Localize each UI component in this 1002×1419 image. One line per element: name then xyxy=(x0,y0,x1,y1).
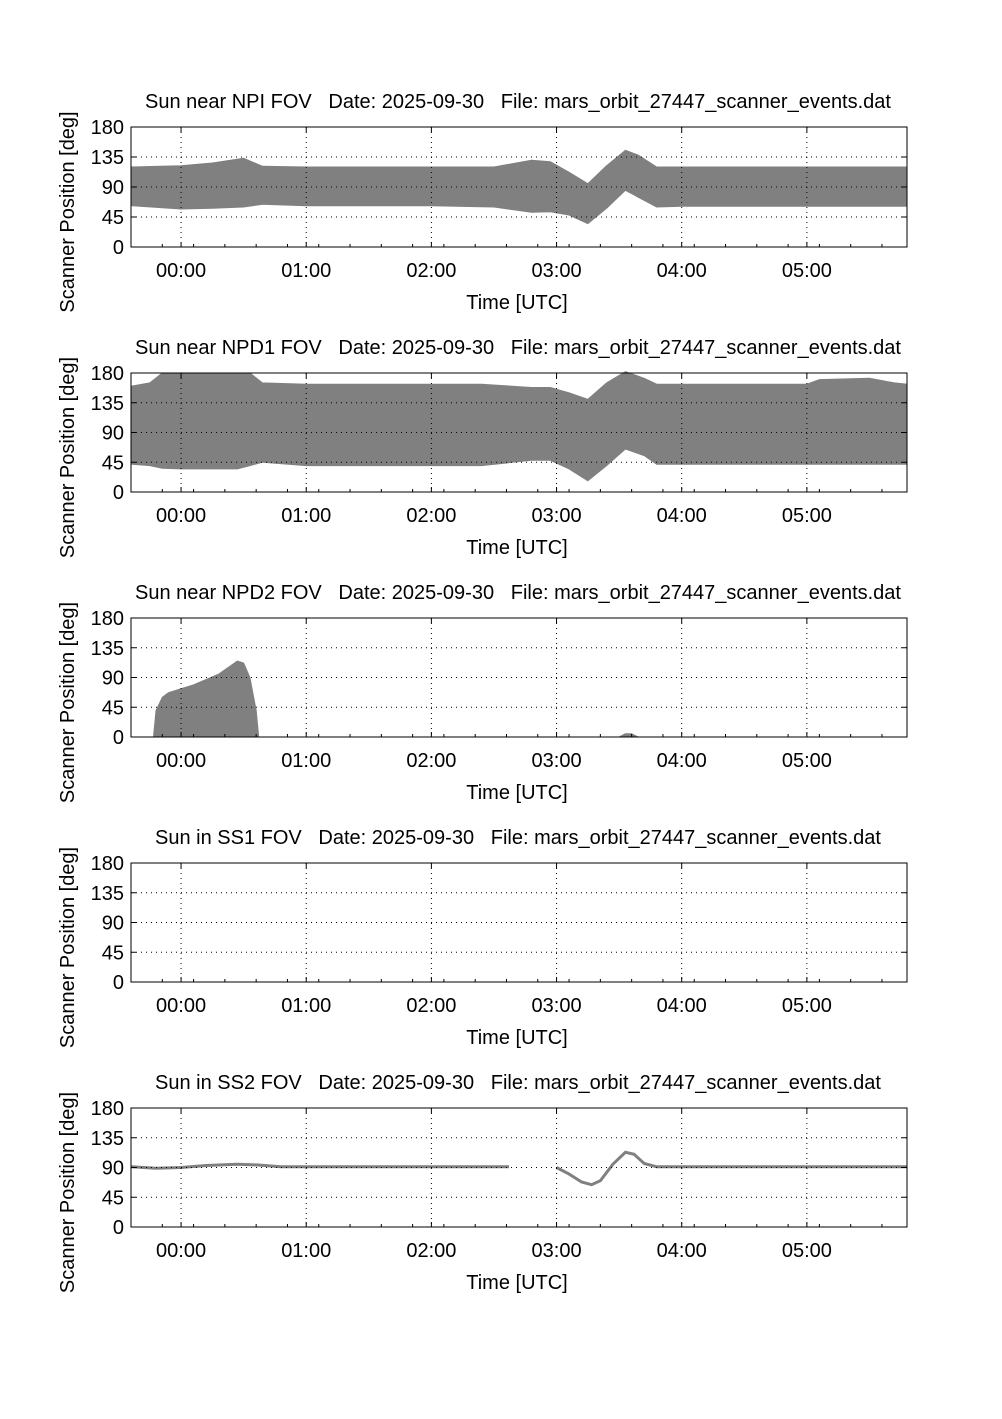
chart-title: Sun near NPD2 FOV Date: 2025-09-30 File:… xyxy=(135,582,901,604)
y-tick-label: 0 xyxy=(113,237,124,259)
x-tick-label: 03:00 xyxy=(532,260,582,282)
x-tick-label: 01:00 xyxy=(281,260,331,282)
y-tick-label: 90 xyxy=(102,423,124,445)
x-tick-label: 04:00 xyxy=(657,995,707,1017)
chart-title: Sun in SS2 FOV Date: 2025-09-30 File: ma… xyxy=(155,1072,881,1094)
y-tick-label: 0 xyxy=(113,1217,124,1239)
y-tick-label: 0 xyxy=(113,727,124,749)
x-tick-label: 05:00 xyxy=(782,750,832,772)
scanner-line-series-2 xyxy=(555,1150,907,1187)
y-axis-label: Scanner Position [deg] xyxy=(57,111,79,312)
x-tick-label: 03:00 xyxy=(532,750,582,772)
y-tick-label: 180 xyxy=(91,1098,124,1120)
y-tick-label: 90 xyxy=(102,177,124,199)
y-tick-label: 180 xyxy=(91,117,124,139)
chart-title: Sun in SS1 FOV Date: 2025-09-30 File: ma… xyxy=(155,827,881,849)
x-tick-label: 02:00 xyxy=(406,995,456,1017)
x-tick-label: 02:00 xyxy=(406,750,456,772)
x-axis-label: Time [UTC] xyxy=(466,537,567,559)
x-tick-label: 02:00 xyxy=(406,505,456,527)
scanner-line-series-1 xyxy=(130,1162,509,1170)
x-tick-label: 04:00 xyxy=(657,260,707,282)
chart-panel-5: Sun in SS2 FOV Date: 2025-09-30 File: ma… xyxy=(57,1072,908,1294)
y-axis-label: Scanner Position [deg] xyxy=(57,1092,79,1293)
x-tick-label: 00:00 xyxy=(156,750,206,772)
y-tick-label: 45 xyxy=(102,697,124,719)
y-tick-label: 180 xyxy=(91,853,124,875)
x-tick-label: 05:00 xyxy=(782,505,832,527)
series-group xyxy=(130,371,908,482)
x-tick-label: 04:00 xyxy=(657,750,707,772)
x-tick-label: 02:00 xyxy=(406,1240,456,1262)
x-tick-label: 00:00 xyxy=(156,260,206,282)
plot-frame xyxy=(130,862,908,983)
plot-frame xyxy=(130,372,908,493)
y-axis-label: Scanner Position [deg] xyxy=(57,602,79,803)
y-tick-label: 45 xyxy=(102,207,124,229)
y-tick-label: 135 xyxy=(91,638,124,660)
chart-panel-1: Sun near NPI FOV Date: 2025-09-30 File: … xyxy=(57,91,908,314)
plot-frame xyxy=(130,1107,908,1228)
x-tick-label: 03:00 xyxy=(532,1240,582,1262)
y-tick-label: 0 xyxy=(113,482,124,504)
x-axis-label: Time [UTC] xyxy=(466,1027,567,1049)
series-group xyxy=(152,660,639,738)
y-tick-label: 45 xyxy=(102,452,124,474)
x-tick-label: 00:00 xyxy=(156,505,206,527)
y-tick-label: 135 xyxy=(91,883,124,905)
x-tick-label: 05:00 xyxy=(782,1240,832,1262)
chart-title: Sun near NPD1 FOV Date: 2025-09-30 File:… xyxy=(135,337,901,359)
y-tick-label: 90 xyxy=(102,668,124,690)
x-tick-label: 01:00 xyxy=(281,505,331,527)
x-axis-label: Time [UTC] xyxy=(466,1272,567,1294)
y-axis-label: Scanner Position [deg] xyxy=(57,357,79,558)
x-tick-label: 01:00 xyxy=(281,750,331,772)
x-tick-label: 02:00 xyxy=(406,260,456,282)
y-tick-label: 45 xyxy=(102,942,124,964)
x-tick-label: 05:00 xyxy=(782,995,832,1017)
y-tick-label: 180 xyxy=(91,608,124,630)
y-tick-label: 135 xyxy=(91,147,124,169)
x-tick-label: 04:00 xyxy=(657,1240,707,1262)
series-group xyxy=(130,1150,907,1187)
y-tick-label: 90 xyxy=(102,1158,124,1180)
y-tick-label: 45 xyxy=(102,1187,124,1209)
x-tick-label: 00:00 xyxy=(156,1240,206,1262)
x-axis-label: Time [UTC] xyxy=(466,292,567,314)
chart-panel-4: Sun in SS1 FOV Date: 2025-09-30 File: ma… xyxy=(57,827,908,1049)
x-tick-label: 00:00 xyxy=(156,995,206,1017)
y-tick-label: 0 xyxy=(113,972,124,994)
x-tick-label: 05:00 xyxy=(782,260,832,282)
y-tick-label: 135 xyxy=(91,1128,124,1150)
plot-frame xyxy=(130,126,908,248)
x-axis-label: Time [UTC] xyxy=(466,782,567,804)
y-tick-label: 135 xyxy=(91,393,124,415)
scanner-band-series-1 xyxy=(130,149,908,225)
x-tick-label: 04:00 xyxy=(657,505,707,527)
scanner-band-series-1 xyxy=(152,660,260,738)
chart-panel-2: Sun near NPD1 FOV Date: 2025-09-30 File:… xyxy=(57,337,908,559)
chart-title: Sun near NPI FOV Date: 2025-09-30 File: … xyxy=(145,91,891,113)
y-axis-label: Scanner Position [deg] xyxy=(57,847,79,1048)
y-tick-label: 180 xyxy=(91,363,124,385)
series-group xyxy=(130,149,908,225)
chart-panel-3: Sun near NPD2 FOV Date: 2025-09-30 File:… xyxy=(57,582,908,804)
x-tick-label: 01:00 xyxy=(281,1240,331,1262)
scanner-band-series-1 xyxy=(130,371,908,482)
y-tick-label: 90 xyxy=(102,913,124,935)
plot-frame xyxy=(130,617,908,738)
x-tick-label: 03:00 xyxy=(532,995,582,1017)
x-tick-label: 03:00 xyxy=(532,505,582,527)
x-tick-label: 01:00 xyxy=(281,995,331,1017)
